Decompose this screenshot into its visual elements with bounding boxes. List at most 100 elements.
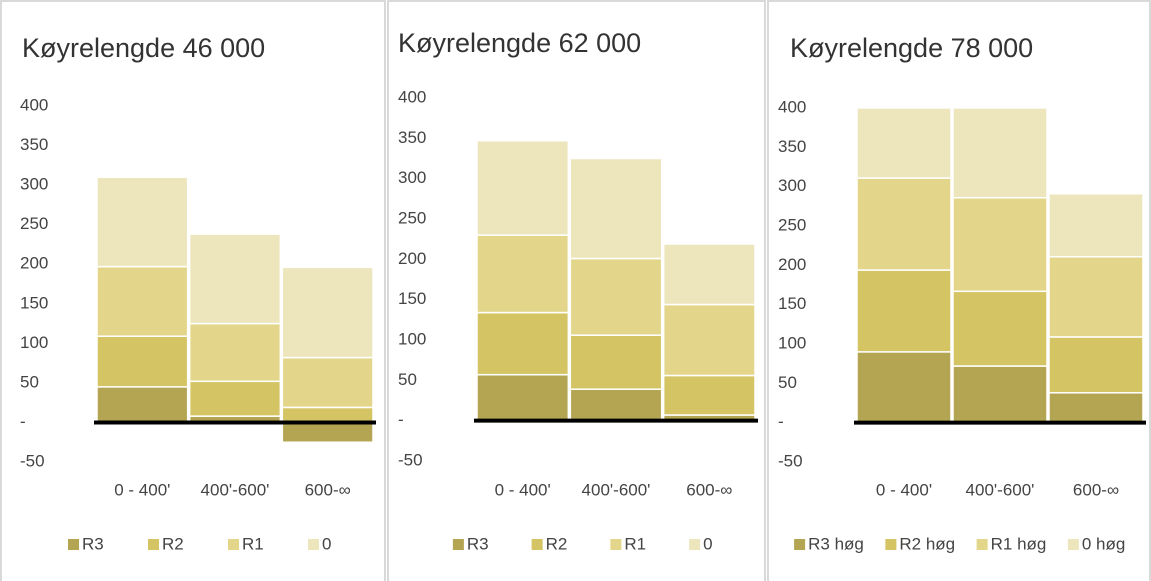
legend-swatch <box>531 539 543 550</box>
bar-segment <box>856 177 952 271</box>
legend-swatch <box>689 539 701 550</box>
bar-segment <box>476 373 570 422</box>
bar-segment <box>662 243 756 306</box>
y-tick-label: 50 <box>20 372 39 391</box>
y-tick-label: 100 <box>20 333 48 352</box>
legend-swatch <box>885 539 897 550</box>
legend-label: R3 <box>82 534 104 553</box>
x-tick-label: 400'-600' <box>201 480 270 499</box>
legend-label: R2 <box>546 534 568 553</box>
bar-segment <box>569 334 663 390</box>
bar-segment <box>281 356 374 409</box>
bar-segment <box>96 265 189 337</box>
legend-swatch <box>148 539 159 550</box>
y-tick-label: 50 <box>778 373 797 392</box>
panel <box>767 0 1151 581</box>
y-tick-label: - <box>20 412 26 431</box>
bar-segment <box>281 406 374 424</box>
legend-label: R1 <box>242 534 264 553</box>
y-tick-label: 350 <box>20 135 48 154</box>
legend-swatch <box>610 539 622 550</box>
x-tick-label: 600-∞ <box>305 480 351 499</box>
y-tick-label: 100 <box>398 329 426 348</box>
chart-title: Køyrelengde 46 000 <box>22 33 265 63</box>
x-tick-label: 400'-600' <box>966 480 1035 499</box>
legend-label: R1 høg <box>991 534 1047 553</box>
bar-segment <box>1048 392 1144 424</box>
y-tick-label: 200 <box>778 255 806 274</box>
legend-label: R2 høg <box>899 534 955 553</box>
y-tick-label: -50 <box>398 450 423 469</box>
bar-segment <box>856 351 952 424</box>
legend-swatch <box>308 539 319 550</box>
y-tick-label: 400 <box>398 87 426 106</box>
bar-segment <box>281 421 374 443</box>
bar-segment <box>952 365 1048 424</box>
legend-swatch <box>1067 539 1079 550</box>
bar-segment <box>856 269 952 353</box>
bar-segment <box>569 388 663 422</box>
x-tick-label: 0 - 400' <box>495 480 551 499</box>
legend-swatch <box>452 539 464 550</box>
bar-segment <box>856 107 952 179</box>
bar-segment <box>188 380 282 417</box>
bar-segment <box>569 257 663 336</box>
bar-segment <box>1048 255 1144 338</box>
bar-segment <box>281 266 374 359</box>
x-tick-label: 0 - 400' <box>876 480 932 499</box>
bar-segment <box>1048 336 1144 394</box>
legend-label: R3 <box>467 534 489 553</box>
y-tick-label: 250 <box>778 215 806 234</box>
y-tick-label: 400 <box>20 95 48 114</box>
bar-segment <box>952 107 1048 199</box>
y-tick-label: 350 <box>778 137 806 156</box>
y-tick-label: 250 <box>398 208 426 227</box>
chart-title: Køyrelengde 78 000 <box>790 33 1033 63</box>
y-tick-label: 150 <box>20 293 48 312</box>
legend-swatch <box>976 539 988 550</box>
bar-segment <box>476 140 570 236</box>
legend-label: 0 <box>703 534 712 553</box>
y-tick-label: 300 <box>778 176 806 195</box>
legend-swatch <box>794 539 806 550</box>
panel <box>0 0 386 581</box>
bar-segment <box>96 176 189 268</box>
chart-title: Køyrelengde 62 000 <box>398 28 641 58</box>
x-tick-label: 0 - 400' <box>114 480 170 499</box>
bar-segment <box>96 386 189 424</box>
y-tick-label: 300 <box>398 168 426 187</box>
legend-label: 0 <box>322 534 331 553</box>
bar-segment <box>662 303 756 377</box>
y-tick-label: -50 <box>778 451 803 470</box>
legend-label: R3 høg <box>808 534 864 553</box>
bar-segment <box>1048 192 1144 258</box>
legend-swatch <box>68 539 79 550</box>
panel <box>387 0 766 581</box>
bar-segment <box>662 374 756 416</box>
legend-swatch <box>228 539 239 550</box>
bar-segment <box>188 233 282 325</box>
y-tick-label: 150 <box>778 294 806 313</box>
legend-label: R1 <box>624 534 646 553</box>
bar-segment <box>952 290 1048 367</box>
y-tick-label: 400 <box>778 97 806 116</box>
bar-segment <box>569 157 663 260</box>
x-tick-label: 400'-600' <box>582 480 651 499</box>
y-tick-label: 250 <box>20 214 48 233</box>
y-tick-label: 200 <box>398 249 426 268</box>
y-tick-label: 200 <box>20 254 48 273</box>
y-tick-label: 100 <box>778 333 806 352</box>
legend-label: R2 <box>162 534 184 553</box>
bar-segment <box>952 196 1048 293</box>
bar-segment <box>96 335 189 388</box>
y-tick-label: 50 <box>398 370 417 389</box>
bar-segment <box>476 311 570 376</box>
y-tick-label: - <box>778 412 784 431</box>
x-tick-label: 600-∞ <box>686 480 732 499</box>
y-tick-label: 300 <box>20 175 48 194</box>
x-tick-label: 600-∞ <box>1073 480 1119 499</box>
y-tick-label: 350 <box>398 128 426 147</box>
y-tick-label: 150 <box>398 289 426 308</box>
bar-segment <box>188 322 282 383</box>
